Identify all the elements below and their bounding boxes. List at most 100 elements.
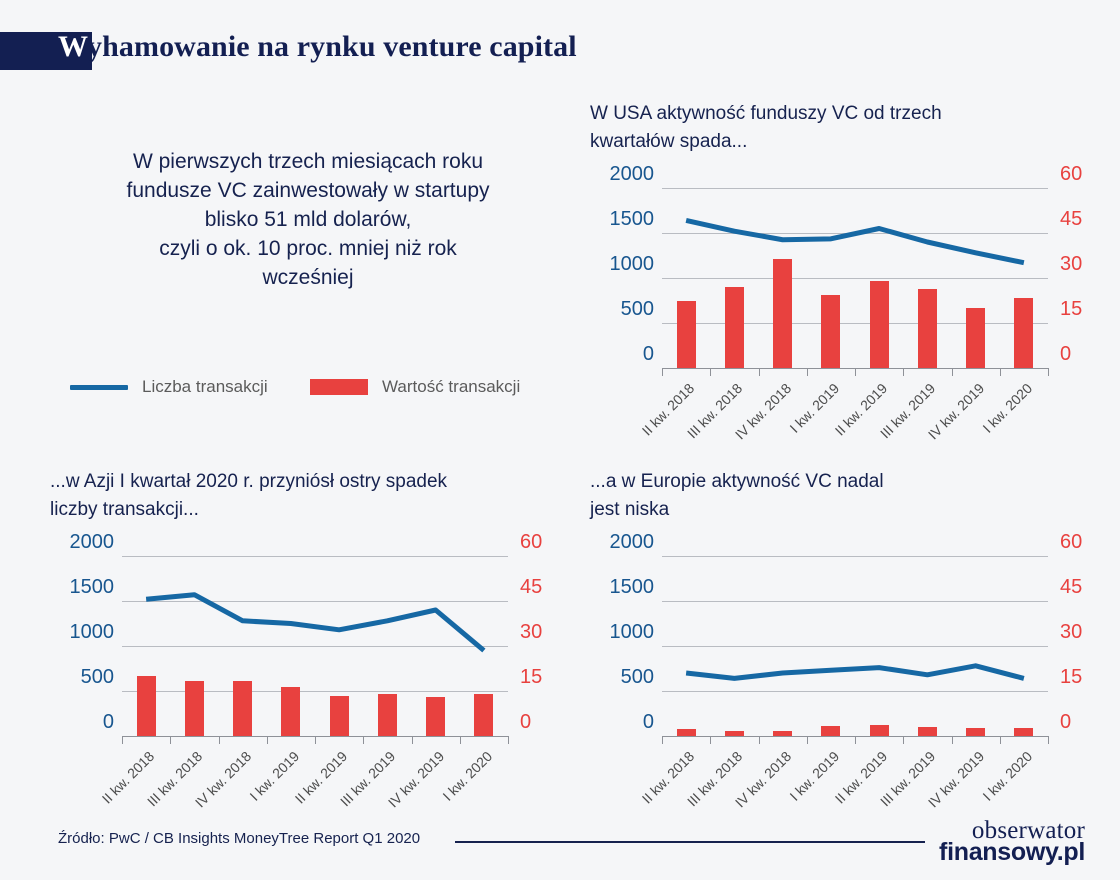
chart-bar [136,676,156,736]
chart-line-series [145,592,486,653]
y-axis-tick-right: 15 [520,666,543,688]
y-axis-tick-left: 500 [620,298,654,320]
title-accent-block [0,32,92,70]
chart-bar [426,697,446,736]
y-axis-tick-right: 45 [520,576,543,598]
x-axis-tick [459,736,461,744]
y-axis-tick-left: 2000 [609,163,655,185]
chart-gridline [662,278,1048,279]
source-note: Źródło: PwC / CB Insights MoneyTree Repo… [58,830,421,847]
y-axis-tick-right: 60 [520,531,543,553]
y-axis-tick-right: 60 [1060,531,1083,553]
y-axis-tick-right: 30 [520,621,543,643]
chart-title-usa: W USA aktywność funduszy VC od trzech kw… [590,103,942,152]
chart-gridline [662,323,1048,324]
y-axis-tick-right: 60 [1060,163,1083,185]
x-axis-tick [710,368,712,376]
intro-line-4: czyli o ok. 10 proc. mniej niż rok [159,236,457,260]
x-axis-tick [1048,736,1049,744]
intro-line-2: fundusze VC zainwestowały w startupy [126,178,490,202]
page-title: Wyhamowanie na rynku venture capital [58,30,577,64]
chart-bar [281,686,301,736]
legend-line-swatch [70,384,128,390]
y-axis-tick-right: 0 [520,711,532,733]
chart-plot-europe: 0 0 500 15 1000 30 1500 45 2000 60 II kw. 2018 III … [590,532,1100,811]
chart-bar [773,730,793,736]
chart-gridline [122,691,508,692]
x-axis-tick [122,736,123,744]
x-axis-tick [1048,368,1049,376]
y-axis-tick-right: 0 [1060,711,1072,733]
chart-bar [1014,728,1034,736]
x-axis-tick [710,736,712,744]
chart-bar [377,694,397,736]
y-axis-tick-left: 0 [642,711,654,733]
footer-divider [455,841,925,843]
x-axis-tick [999,736,1001,744]
chart-title-asia: ...w Azji I kwartał 2020 r. przyniósł os… [50,471,448,520]
chart-bar [184,680,204,736]
intro-line-5: wcześniej [262,265,354,289]
chart-title-europe: ...a w Europie aktywność VC nadal jest n… [590,471,884,520]
x-axis-tick [855,736,856,744]
legend-line-label: Liczba transakcji [142,377,268,396]
chart-bar [869,725,889,736]
legend-item-line: Liczba transakcji [70,377,268,397]
x-axis-tick [951,736,953,744]
chart-bar [233,680,253,736]
y-axis-tick-left: 1000 [609,253,655,275]
y-axis-tick-right: 30 [1060,621,1083,643]
chart-gridline [662,556,1048,557]
x-axis-tick [758,368,760,376]
y-axis-tick-left: 1000 [609,621,655,643]
y-axis-tick-right: 15 [1060,666,1083,688]
chart-bar [966,728,986,736]
x-axis-tick [662,368,663,376]
page-title-initial: W [58,30,87,63]
brand-logo-line2: finansowy.pl [939,838,1085,866]
chart-bar [676,300,696,368]
x-axis-tick [806,368,808,376]
chart-legend: Liczba transakcji Wartość transakcji [70,377,570,403]
chart-gridline [662,601,1048,602]
y-axis-tick-left: 1500 [609,208,655,230]
chart-panel-asia: ...w Azji I kwartał 2020 r. przyniósł os… [50,468,560,811]
chart-bar [773,258,793,368]
y-axis-tick-left: 1000 [69,621,115,643]
x-axis-tick [806,736,808,744]
chart-bar [724,287,744,368]
chart-line-series [685,217,1025,266]
chart-line-path [685,217,1025,266]
chart-gridline [662,188,1048,189]
legend-bar-swatch [310,379,368,395]
chart-bar [676,729,696,736]
page-title-rest: yhamowanie na rynku venture capital [87,30,577,63]
legend-bar-label: Wartość transakcji [382,377,521,396]
chart-bar [917,727,937,736]
x-axis-tick [999,368,1001,376]
chart-gridline [662,691,1048,692]
chart-gridline [662,646,1048,647]
x-axis-tick [855,368,856,376]
y-axis-tick-left: 500 [620,666,654,688]
chart-bar [821,294,841,368]
x-axis-tick [951,368,953,376]
x-axis-tick [903,736,905,744]
brand-logo-line1: obserwator [971,817,1085,844]
y-axis-tick-left: 1500 [69,576,115,598]
intro-line-1: W pierwszych trzech miesiącach roku [132,150,484,173]
chart-bar [917,288,937,368]
y-axis-tick-left: 0 [642,343,654,365]
page-header: Wyhamowanie na rynku venture capital [0,0,1120,90]
y-axis-tick-right: 15 [1060,298,1083,320]
brand-logo[interactable]: obserwator finansowy.pl [939,818,1085,865]
y-axis-tick-right: 0 [1060,343,1072,365]
y-axis-tick-right: 45 [1060,208,1083,230]
x-axis-tick [315,736,316,744]
chart-bar [1014,297,1034,368]
chart-bar [966,308,986,368]
x-axis-tick [411,736,413,744]
chart-gridline [122,601,508,602]
chart-plot-asia: 0 0 500 15 1000 30 1500 45 2000 60 II kw. 2018 III … [50,532,560,811]
x-axis-tick [170,736,172,744]
